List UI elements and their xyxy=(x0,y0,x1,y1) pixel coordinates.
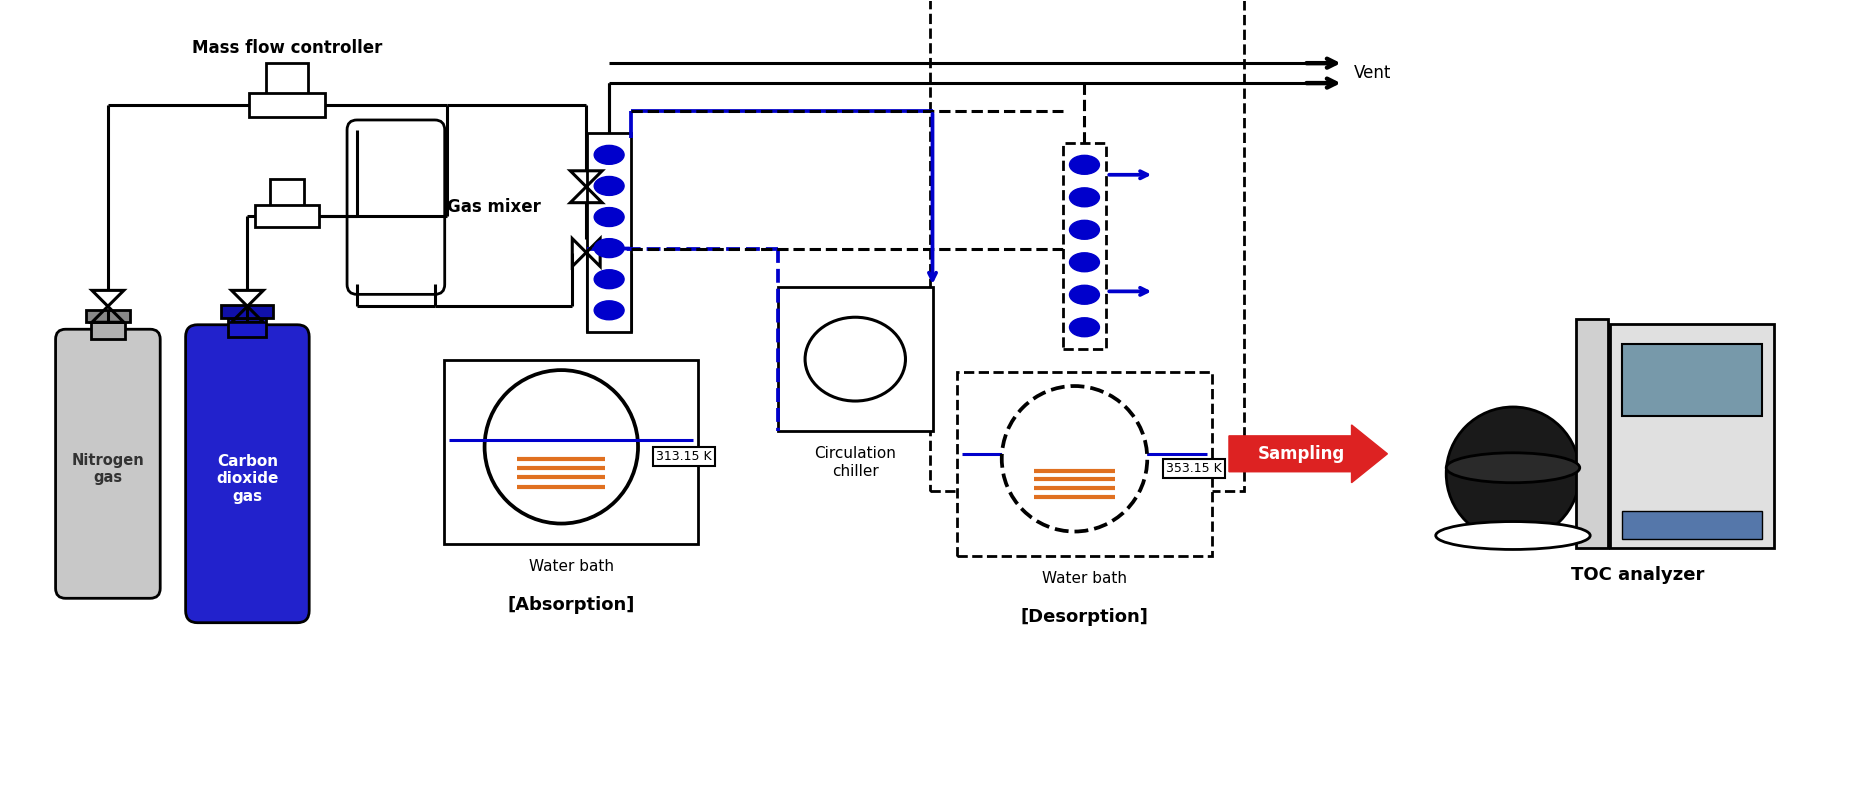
Circle shape xyxy=(1446,407,1581,541)
Bar xyxy=(256,205,319,226)
Bar xyxy=(957,372,1211,556)
Text: Water bath: Water bath xyxy=(528,559,614,574)
Ellipse shape xyxy=(1435,522,1590,549)
Text: 313.15 K: 313.15 K xyxy=(657,450,711,463)
Ellipse shape xyxy=(1446,453,1581,483)
Circle shape xyxy=(485,370,638,523)
Bar xyxy=(86,310,131,322)
Bar xyxy=(1062,143,1107,349)
Bar xyxy=(1610,324,1775,549)
Ellipse shape xyxy=(1069,156,1099,174)
Text: Mass flow controller: Mass flow controller xyxy=(192,39,383,57)
FancyBboxPatch shape xyxy=(185,325,310,622)
Ellipse shape xyxy=(1069,318,1099,337)
Ellipse shape xyxy=(1069,285,1099,304)
Bar xyxy=(1622,344,1762,416)
Text: Nitrogen
gas: Nitrogen gas xyxy=(71,453,144,485)
Bar xyxy=(588,133,631,332)
Ellipse shape xyxy=(593,270,623,289)
Bar xyxy=(444,360,698,544)
Bar xyxy=(250,93,325,117)
Text: [Desorption]: [Desorption] xyxy=(1021,607,1148,626)
FancyArrow shape xyxy=(1230,425,1388,483)
Text: Carbon
dioxide
gas: Carbon dioxide gas xyxy=(216,454,278,503)
Text: 353.15 K: 353.15 K xyxy=(1166,462,1222,476)
Ellipse shape xyxy=(593,145,623,164)
Text: TOC analyzer: TOC analyzer xyxy=(1571,566,1704,584)
Bar xyxy=(778,287,933,431)
Text: Vent: Vent xyxy=(1353,64,1390,82)
Bar xyxy=(1622,511,1762,538)
Bar xyxy=(91,322,125,339)
Bar xyxy=(267,64,308,95)
Ellipse shape xyxy=(804,318,905,401)
Text: Sampling: Sampling xyxy=(1258,445,1345,463)
Text: Water bath: Water bath xyxy=(1041,571,1127,586)
Circle shape xyxy=(1002,386,1148,531)
Text: Gas mixer: Gas mixer xyxy=(446,198,541,216)
Bar xyxy=(222,305,272,318)
Ellipse shape xyxy=(1069,252,1099,272)
Text: Circulation
chiller: Circulation chiller xyxy=(814,446,896,479)
Bar xyxy=(271,179,304,206)
Ellipse shape xyxy=(593,239,623,257)
Bar xyxy=(1575,319,1608,549)
Ellipse shape xyxy=(593,301,623,320)
Text: [Absorption]: [Absorption] xyxy=(508,596,634,614)
Ellipse shape xyxy=(1069,220,1099,239)
Ellipse shape xyxy=(593,207,623,226)
Bar xyxy=(228,318,267,337)
Ellipse shape xyxy=(1069,188,1099,206)
FancyBboxPatch shape xyxy=(347,120,444,295)
FancyBboxPatch shape xyxy=(56,330,160,599)
Bar xyxy=(929,0,1245,491)
Ellipse shape xyxy=(593,176,623,195)
